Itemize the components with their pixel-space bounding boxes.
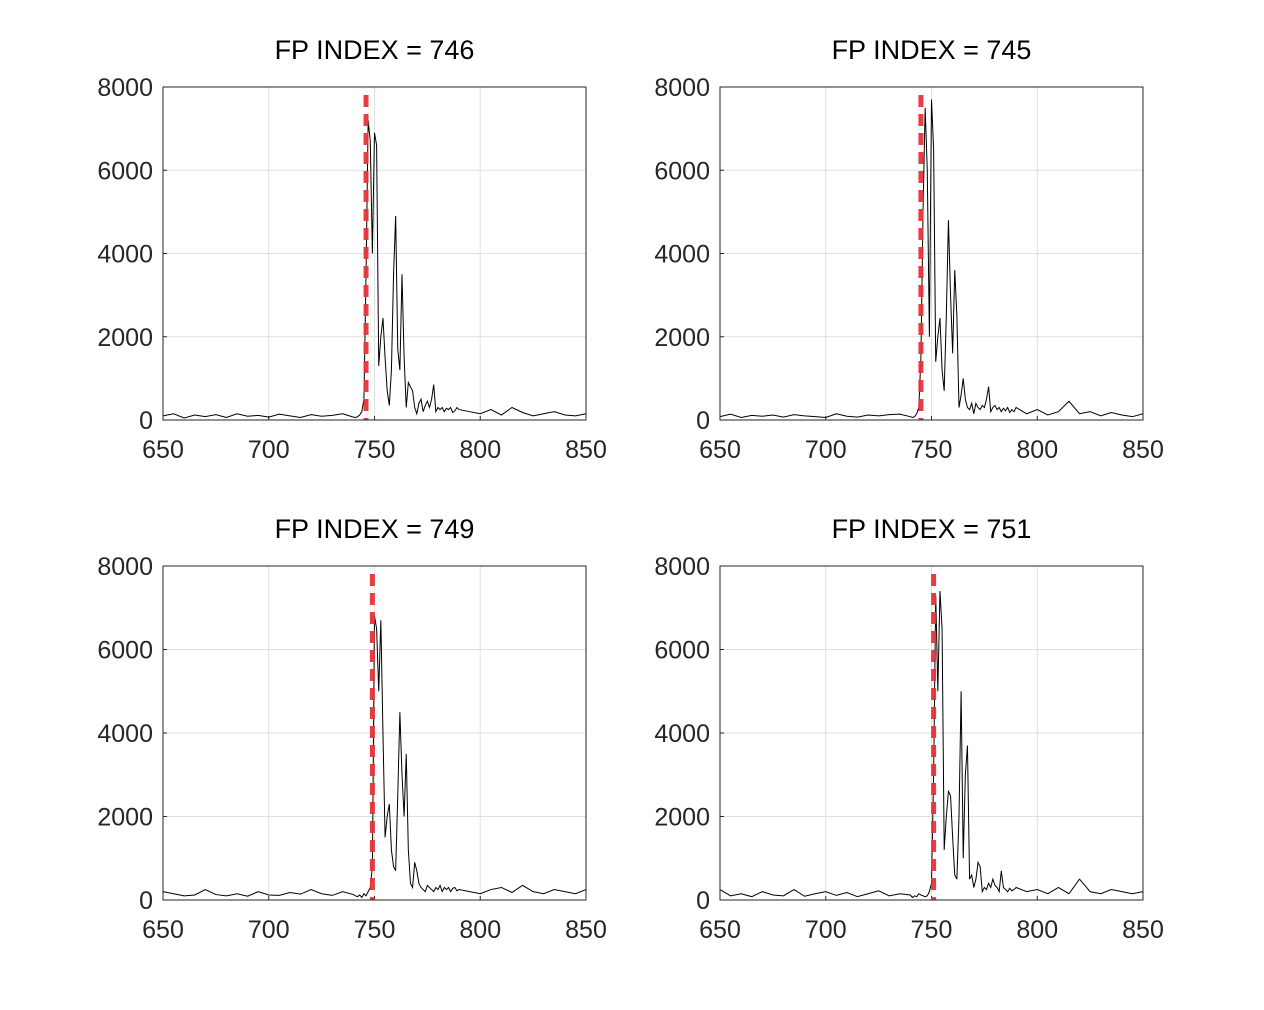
- x-tick-label: 650: [142, 436, 184, 464]
- y-tick-label: 6000: [654, 637, 710, 665]
- x-tick-label: 700: [248, 436, 290, 464]
- x-tick-label: 750: [354, 916, 396, 944]
- x-tick-label: 850: [565, 436, 607, 464]
- x-tick-label: 750: [354, 436, 396, 464]
- y-tick-label: 8000: [654, 553, 710, 581]
- x-tick-label: 800: [459, 916, 501, 944]
- y-tick-label: 0: [139, 887, 153, 915]
- x-tick-label: 700: [805, 436, 847, 464]
- y-tick-label: 0: [696, 887, 710, 915]
- y-tick-label: 4000: [97, 241, 153, 269]
- x-tick-label: 750: [911, 916, 953, 944]
- y-tick-label: 2000: [654, 804, 710, 832]
- x-tick-label: 750: [911, 436, 953, 464]
- y-tick-label: 6000: [654, 157, 710, 185]
- chart-title: FP INDEX = 751: [832, 514, 1032, 544]
- chart-title: FP INDEX = 745: [832, 35, 1032, 65]
- subplot: 650 700 750 800 850 0 2000 4000 6000 8000 FP INDEX…: [654, 35, 1163, 464]
- data-line: [162, 616, 587, 899]
- y-tick-label: 4000: [97, 720, 153, 748]
- x-tick-label: 700: [805, 916, 847, 944]
- axes-box: [162, 86, 587, 421]
- subplot: 650 700 750 800 850 0 2000 4000 6000 8000 FP INDEX…: [97, 514, 606, 944]
- y-tick-label: 6000: [97, 157, 153, 185]
- x-tick-label: 850: [1122, 916, 1164, 944]
- y-tick-label: 6000: [97, 637, 153, 665]
- x-tick-label: 850: [1122, 436, 1164, 464]
- subplot: 650 700 750 800 850 0 2000 4000 6000 8000 FP INDEX…: [97, 35, 606, 464]
- y-tick-label: 0: [696, 407, 710, 435]
- data-line: [719, 99, 1144, 419]
- x-tick-label: 650: [142, 916, 184, 944]
- data-line: [719, 591, 1144, 899]
- data-line: [162, 120, 587, 419]
- subplot: 650 700 750 800 850 0 2000 4000 6000 8000 FP INDEX…: [654, 514, 1163, 944]
- axes-box: [719, 565, 1144, 901]
- y-tick-label: 8000: [97, 553, 153, 581]
- y-tick-label: 4000: [654, 720, 710, 748]
- axes-box: [162, 565, 587, 901]
- y-tick-label: 0: [139, 407, 153, 435]
- y-tick-label: 4000: [654, 241, 710, 269]
- chart-title: FP INDEX = 746: [275, 35, 475, 65]
- axes-box: [719, 86, 1144, 421]
- y-tick-label: 2000: [97, 324, 153, 352]
- x-tick-label: 850: [565, 916, 607, 944]
- x-tick-label: 650: [699, 916, 741, 944]
- y-tick-label: 8000: [654, 74, 710, 102]
- y-tick-label: 8000: [97, 74, 153, 102]
- x-tick-label: 800: [459, 436, 501, 464]
- y-tick-label: 2000: [97, 804, 153, 832]
- y-tick-label: 2000: [654, 324, 710, 352]
- x-tick-label: 700: [248, 916, 290, 944]
- x-tick-label: 800: [1016, 436, 1058, 464]
- x-tick-label: 650: [699, 436, 741, 464]
- chart-title: FP INDEX = 749: [275, 514, 475, 544]
- x-tick-label: 800: [1016, 916, 1058, 944]
